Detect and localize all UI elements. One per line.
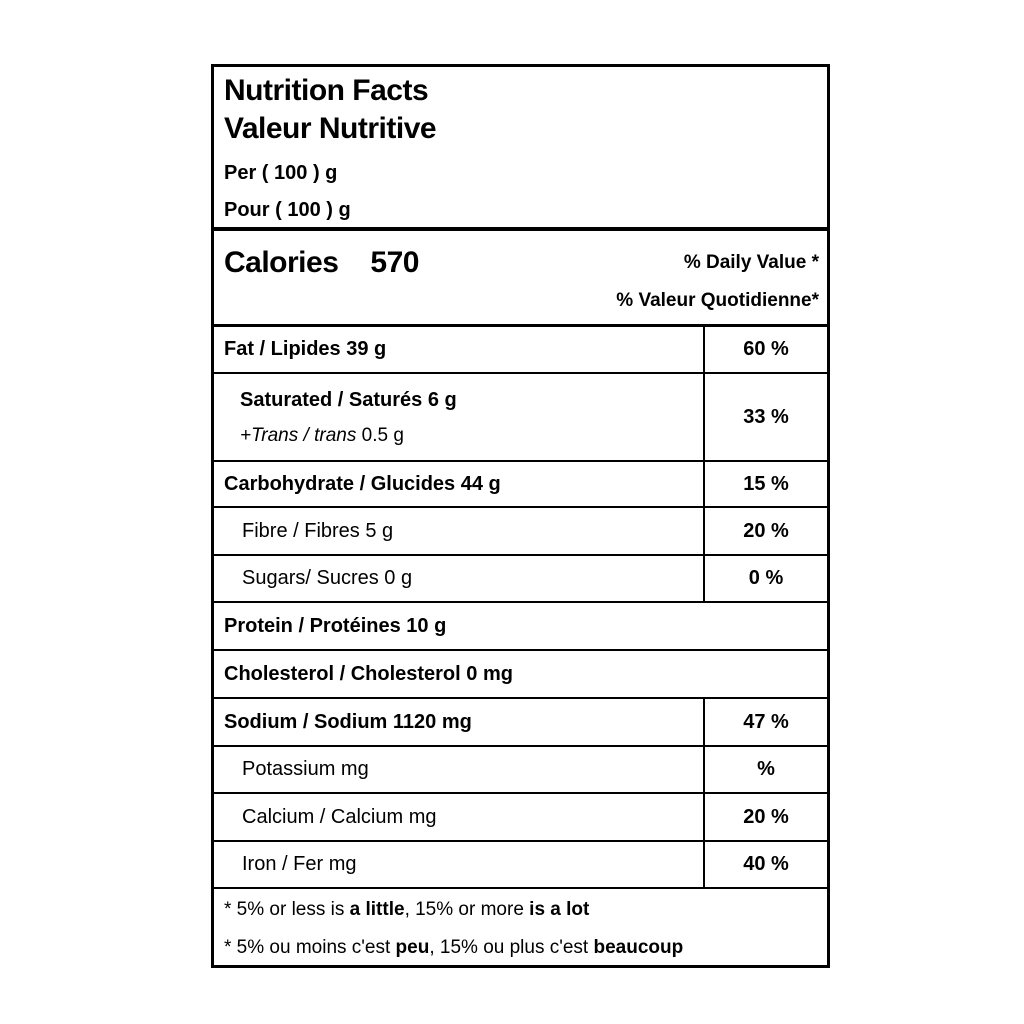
iron-label: Iron / Fer mg bbox=[242, 853, 357, 875]
iron-daily-value: 40 % bbox=[703, 842, 827, 887]
footnote-french: * 5% ou moins c'est peu, 15% ou plus c'e… bbox=[224, 936, 817, 959]
row-saturated-trans: Saturated / Saturés 6 g +Trans / trans 0… bbox=[214, 374, 827, 462]
carbohydrate-daily-value: 15 % bbox=[703, 462, 827, 506]
footnote-en-part1: * 5% or less is bbox=[224, 899, 350, 920]
sodium-daily-value: 47 % bbox=[703, 699, 827, 745]
protein-label: Protein / Protéines 10 g bbox=[224, 614, 447, 637]
trans-label-italic: +Trans / trans bbox=[240, 424, 357, 446]
fibre-label: Fibre / Fibres 5 g bbox=[242, 519, 394, 542]
trans-label-amount: 0.5 g bbox=[356, 424, 404, 446]
row-calcium: Calcium / Calcium mg 20 % bbox=[214, 794, 827, 842]
fat-daily-value: 60 % bbox=[703, 327, 827, 372]
calcium-label: Calcium / Calcium mg bbox=[242, 805, 437, 828]
saturated-trans-label: Saturated / Saturés 6 g +Trans / trans 0… bbox=[214, 374, 703, 460]
fibre-daily-value: 20 % bbox=[703, 508, 827, 554]
title-english: Nutrition Facts bbox=[224, 74, 429, 107]
calories-value: 570 bbox=[370, 246, 419, 279]
footnote-fr-part1: * 5% ou moins c'est bbox=[224, 937, 396, 958]
cholesterol-label: Cholesterol / Cholesterol 0 mg bbox=[224, 662, 513, 685]
daily-value-header: % Daily Value * % Valeur Quotidienne* bbox=[616, 252, 819, 312]
sugars-daily-value: 0 % bbox=[703, 556, 827, 601]
row-potassium: Potassium mg % bbox=[214, 747, 827, 794]
footnote-section: * 5% or less is a little, 15% or more is… bbox=[214, 889, 827, 965]
saturated-trans-daily-value: 33 % bbox=[703, 374, 827, 460]
carbohydrate-label: Carbohydrate / Glucides 44 g bbox=[224, 472, 501, 495]
footnote-en-part4: is a lot bbox=[529, 899, 590, 920]
label-header: Nutrition Facts Valeur Nutritive Per ( 1… bbox=[214, 67, 827, 231]
footnote-en-part3: , 15% or more bbox=[404, 899, 530, 920]
footnote-en-part2: a little bbox=[349, 899, 405, 920]
sodium-label: Sodium / Sodium 1120 mg bbox=[224, 710, 472, 733]
calories-label: Calories bbox=[224, 246, 339, 279]
serving-size-french: Pour ( 100 ) g bbox=[224, 199, 351, 221]
title-french: Valeur Nutritive bbox=[224, 112, 437, 145]
nutrition-facts-label: Nutrition Facts Valeur Nutritive Per ( 1… bbox=[211, 64, 830, 968]
calcium-daily-value: 20 % bbox=[703, 794, 827, 840]
footnote-english: * 5% or less is a little, 15% or more is… bbox=[224, 898, 817, 921]
row-sodium: Sodium / Sodium 1120 mg 47 % bbox=[214, 699, 827, 747]
row-fibre: Fibre / Fibres 5 g 20 % bbox=[214, 508, 827, 556]
fat-label: Fat / Lipides 39 g bbox=[224, 338, 387, 360]
daily-value-header-french: % Valeur Quotidienne* bbox=[616, 290, 819, 311]
trans-label: +Trans / trans 0.5 g bbox=[240, 424, 404, 447]
footnote-fr-part2: peu bbox=[395, 937, 430, 958]
saturated-label: Saturated / Saturés 6 g bbox=[240, 388, 457, 411]
potassium-daily-value: % bbox=[703, 747, 827, 792]
calories-line: Calories 570 bbox=[224, 246, 419, 280]
potassium-label: Potassium mg bbox=[242, 758, 369, 780]
row-carbohydrate: Carbohydrate / Glucides 44 g 15 % bbox=[214, 462, 827, 508]
sugars-label: Sugars/ Sucres 0 g bbox=[242, 567, 413, 589]
footnote-fr-part4: beaucoup bbox=[593, 937, 684, 958]
row-protein: Protein / Protéines 10 g bbox=[214, 603, 827, 651]
row-iron: Iron / Fer mg 40 % bbox=[214, 842, 827, 889]
daily-value-header-english: % Daily Value * bbox=[683, 252, 819, 273]
row-fat: Fat / Lipides 39 g 60 % bbox=[214, 327, 827, 374]
serving-size-english: Per ( 100 ) g bbox=[224, 162, 338, 184]
calories-section: Calories 570 % Daily Value * % Valeur Quo… bbox=[214, 231, 827, 327]
row-cholesterol: Cholesterol / Cholesterol 0 mg bbox=[214, 651, 827, 699]
row-sugars: Sugars/ Sucres 0 g 0 % bbox=[214, 556, 827, 603]
footnote-fr-part3: , 15% ou plus c'est bbox=[429, 937, 594, 958]
